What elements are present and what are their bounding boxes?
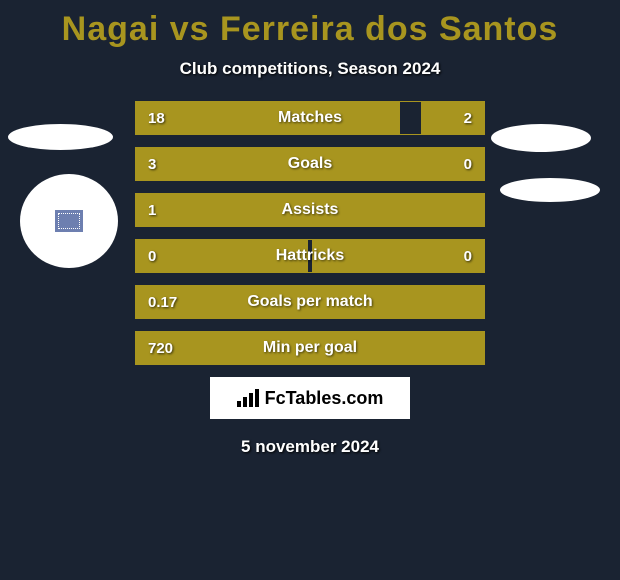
bars-icon (237, 389, 259, 407)
decorative-ellipse (8, 124, 113, 150)
stat-label: Goals (136, 148, 484, 180)
stat-label: Min per goal (136, 332, 484, 364)
stat-row: 720 Min per goal (135, 331, 485, 365)
stat-row: 1 Assists (135, 193, 485, 227)
decorative-ellipse (491, 124, 591, 152)
page-title: Nagai vs Ferreira dos Santos (0, 0, 620, 49)
stat-label: Hattricks (136, 240, 484, 272)
brand-logo[interactable]: FcTables.com (210, 377, 410, 419)
stat-label: Goals per match (136, 286, 484, 318)
stat-label: Assists (136, 194, 484, 226)
stat-row: 0.17 Goals per match (135, 285, 485, 319)
stat-label: Matches (136, 102, 484, 134)
badge-inner-icon (55, 210, 83, 232)
stat-row: 0 0 Hattricks (135, 239, 485, 273)
brand-text: FcTables.com (265, 388, 384, 409)
team-badge-left (20, 174, 118, 268)
subtitle: Club competitions, Season 2024 (0, 59, 620, 79)
decorative-ellipse (500, 178, 600, 202)
stat-row: 18 2 Matches (135, 101, 485, 135)
stat-row: 3 0 Goals (135, 147, 485, 181)
footer-date: 5 november 2024 (0, 437, 620, 457)
